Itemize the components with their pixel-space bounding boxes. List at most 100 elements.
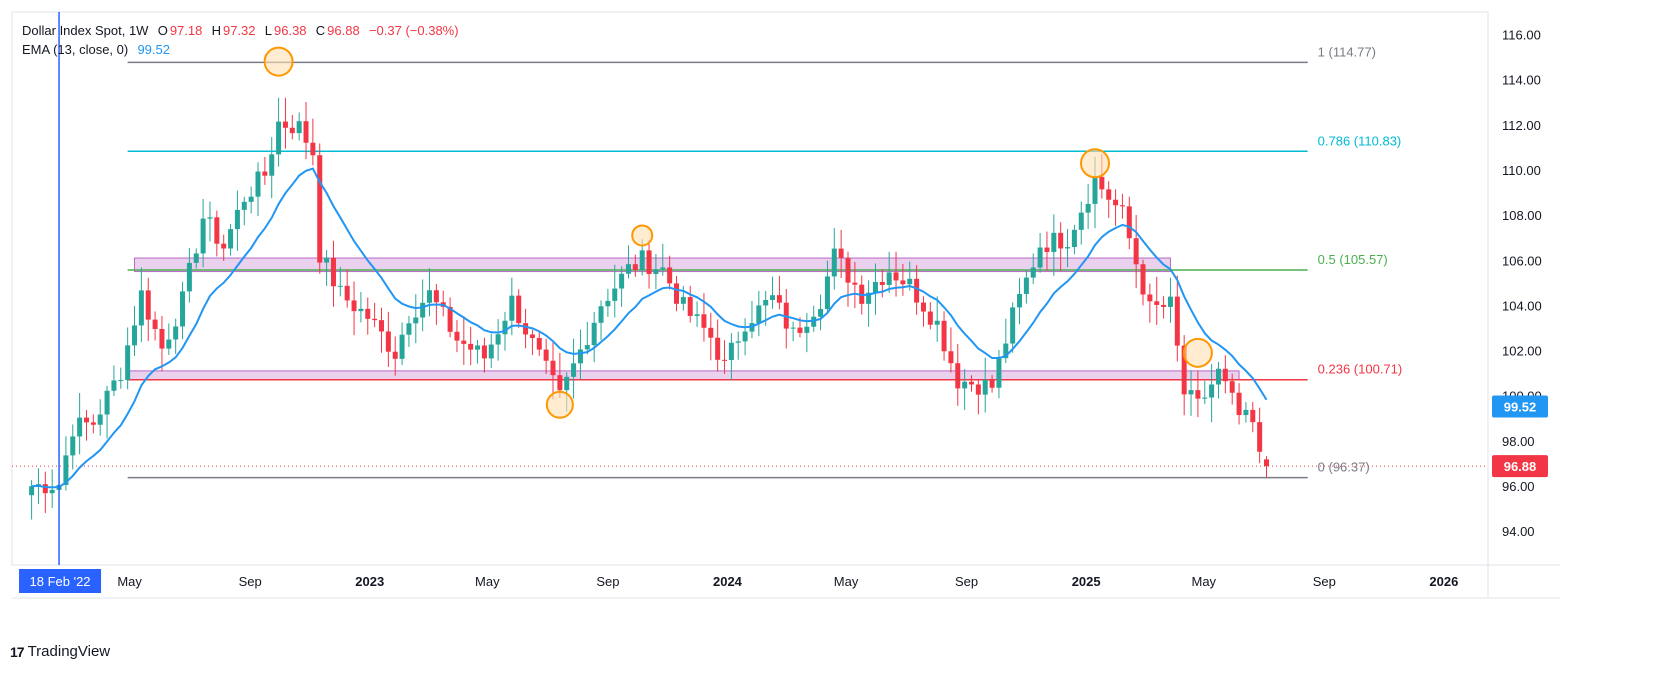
candle-body — [166, 339, 172, 349]
candle-body — [90, 422, 96, 425]
close-label: C — [315, 23, 326, 38]
candle-body — [1167, 296, 1173, 307]
candle-body — [1092, 176, 1098, 204]
x-tick-label: May — [475, 574, 500, 589]
candle-body — [639, 250, 645, 270]
candle-body — [303, 121, 309, 143]
x-tick-label: 2026 — [1429, 574, 1458, 589]
candle-body — [968, 381, 974, 385]
fib-level-label: 1 (114.77) — [1318, 44, 1376, 59]
fib-level-label: 0.236 (100.71) — [1318, 362, 1403, 377]
candle-body — [934, 320, 940, 325]
open-label: O — [157, 23, 168, 38]
candle-body — [625, 264, 631, 274]
ema-label: EMA (13, close, 0) — [22, 42, 129, 57]
candle-body — [420, 302, 426, 318]
high-label: H — [211, 23, 221, 38]
candle-body — [132, 325, 138, 346]
tradingview-logo-icon: 17 — [10, 643, 25, 660]
x-tick-label: Sep — [955, 574, 978, 589]
support-resistance-zone — [127, 370, 1240, 381]
x-tick-label: May — [1191, 574, 1216, 589]
candle-body — [653, 269, 659, 274]
candle-body — [447, 306, 453, 332]
last-price-tag-label: 96.88 — [1504, 459, 1537, 474]
candle-body — [77, 417, 83, 437]
candle-body — [756, 305, 762, 324]
candle-body — [241, 201, 247, 210]
candle-body — [660, 267, 666, 270]
x-tick-label: May — [117, 574, 142, 589]
y-tick-label: 102.00 — [1502, 344, 1542, 359]
candle-body — [866, 292, 872, 304]
ema-price-tag-bg — [1492, 395, 1548, 418]
candle-body — [392, 351, 398, 359]
candle-body — [1051, 232, 1057, 252]
candle-body — [838, 248, 844, 258]
watermark-text: TradingView — [27, 643, 111, 660]
y-tick-label: 96.00 — [1502, 479, 1535, 494]
tradingview-watermark: 17 TradingView — [10, 643, 110, 660]
candle-body — [207, 217, 213, 219]
candle-body — [330, 257, 336, 287]
candle-body — [920, 302, 926, 312]
x-tick-label: Sep — [239, 574, 262, 589]
candle-body — [907, 278, 913, 285]
candle-body — [234, 209, 240, 230]
candle-body — [879, 281, 885, 285]
y-tick-label: 110.00 — [1502, 163, 1541, 178]
candle-body — [248, 196, 254, 202]
candle-body — [97, 414, 103, 425]
candle-body — [831, 248, 837, 277]
candle-body — [344, 285, 350, 301]
last-price-tag-bg — [1492, 455, 1548, 478]
candle-body — [996, 358, 1002, 388]
candle-body — [632, 264, 638, 270]
candle-body — [180, 291, 186, 327]
candle-body — [495, 334, 501, 345]
candle-body — [1113, 199, 1119, 206]
candle-body — [509, 295, 515, 321]
candle-body — [893, 272, 899, 281]
candle-body — [214, 217, 220, 244]
y-tick-label: 114.00 — [1502, 73, 1541, 88]
candle-body — [900, 280, 906, 285]
candle-body — [646, 250, 652, 274]
ema-value: 99.52 — [137, 42, 170, 57]
candle-body — [1243, 409, 1249, 416]
candle-body — [591, 322, 597, 346]
candle-body — [619, 273, 625, 289]
candle-body — [152, 319, 158, 329]
candle-body — [818, 309, 824, 317]
candle-body — [468, 343, 474, 350]
candle-body — [351, 300, 357, 312]
candle-body — [975, 384, 981, 395]
candle-body — [1119, 205, 1125, 207]
candle-body — [598, 306, 604, 323]
candle-body — [605, 300, 611, 307]
candle-body — [1071, 229, 1077, 248]
candle-body — [1133, 238, 1139, 265]
candle-body — [872, 281, 878, 293]
low-value: 96.38 — [274, 23, 307, 38]
candle-body — [1017, 293, 1023, 308]
candle-body — [1106, 189, 1112, 200]
candle-body — [763, 300, 769, 306]
open-value: 97.18 — [169, 23, 203, 38]
candle-body — [1140, 264, 1146, 295]
x-tick-label: Sep — [596, 574, 619, 589]
change-value: −0.37 (−0.38%) — [368, 23, 459, 38]
candle-body — [584, 345, 590, 350]
x-tick-label: 2024 — [713, 574, 743, 589]
x-tick-label: Sep — [1313, 574, 1336, 589]
candle-body — [317, 155, 323, 263]
candle-body — [1037, 247, 1043, 268]
candle-body — [564, 376, 570, 391]
candle-body — [461, 340, 467, 344]
candle-body — [529, 334, 535, 339]
candle-body — [221, 243, 227, 249]
candle-body — [845, 257, 851, 283]
candle-body — [571, 363, 577, 377]
candle-body — [797, 327, 803, 333]
